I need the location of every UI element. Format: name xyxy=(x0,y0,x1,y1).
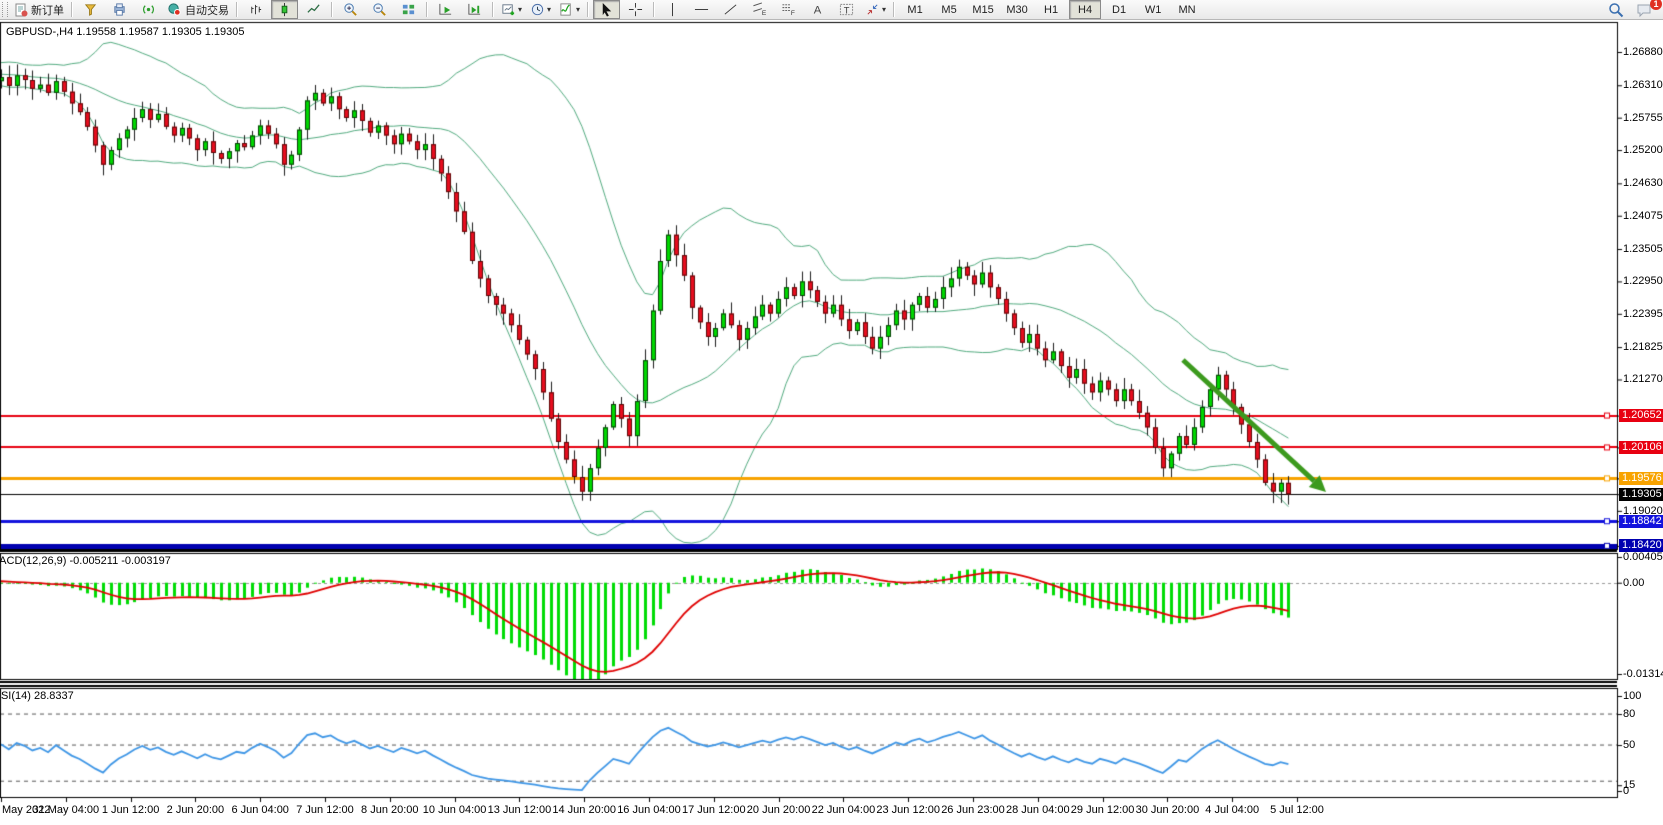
bar-chart-button[interactable] xyxy=(242,0,269,19)
dropdown-caret: ▾ xyxy=(518,5,523,14)
fibonacci-button[interactable]: F xyxy=(775,0,802,19)
auto-scroll-button[interactable] xyxy=(432,0,459,19)
timeframe-h4-button[interactable]: H4 xyxy=(1069,0,1102,19)
new-order-button[interactable]: 新订单 xyxy=(11,0,67,19)
svg-text:T: T xyxy=(844,5,850,15)
level-price-tag[interactable]: 1.18842 xyxy=(1619,514,1663,528)
separator xyxy=(653,2,656,17)
svg-text:A: A xyxy=(814,4,822,16)
timeframe-h1-button[interactable]: H1 xyxy=(1044,3,1059,16)
svg-text:E: E xyxy=(761,10,766,17)
indicators-icon xyxy=(559,2,574,17)
text-icon: A xyxy=(810,2,825,17)
dropdown-caret: ▾ xyxy=(576,5,581,14)
main-chart-canvas[interactable] xyxy=(0,20,1663,825)
chat-button[interactable]: 1 xyxy=(1631,0,1662,19)
current-price-tag: 1.19305 xyxy=(1619,487,1663,501)
equidistant-channel-button[interactable]: E xyxy=(746,0,773,19)
zoom-out-button[interactable] xyxy=(366,0,393,19)
line-chart-button[interactable] xyxy=(300,0,327,19)
crosshair-button[interactable] xyxy=(622,0,649,19)
metaeditor-icon xyxy=(112,2,127,17)
timeframe-w1-button[interactable]: W1 xyxy=(1144,3,1162,16)
chart-window: GBPUSD-,H4 1.19558 1.19587 1.19305 1.193… xyxy=(0,20,1663,825)
toolbar-grip[interactable] xyxy=(2,2,8,17)
separator xyxy=(426,2,428,17)
new-order-icon xyxy=(14,3,28,17)
trendline-icon xyxy=(723,2,738,17)
main-toolbar: 新订单 自动交易 ▾ ▾ ▾ E F A T ▾ M1 M5 M15 M30 H1 H4 D… xyxy=(0,0,1663,20)
new-chart-icon xyxy=(501,2,516,17)
separator xyxy=(71,2,73,17)
horizontal-line-button[interactable] xyxy=(688,0,715,19)
horizontal-line-icon xyxy=(694,2,709,17)
level-price-tag[interactable]: 1.18420 xyxy=(1619,539,1663,553)
separator xyxy=(331,2,333,17)
bar-chart-icon xyxy=(248,2,263,17)
level-price-tag[interactable]: 1.20652 xyxy=(1619,409,1663,423)
zoom-in-button[interactable] xyxy=(337,0,364,19)
profile-icon xyxy=(83,2,98,17)
level-price-tag[interactable]: 1.20106 xyxy=(1619,440,1663,454)
broadcast-icon xyxy=(141,2,156,17)
auto-trading-label: 自动交易 xyxy=(185,4,229,17)
tile-windows-icon xyxy=(401,2,416,17)
clock-icon xyxy=(530,2,545,17)
text-button[interactable]: A xyxy=(804,0,831,19)
separator xyxy=(893,2,896,17)
svg-text:F: F xyxy=(790,10,794,17)
timeframe-m15-button[interactable]: M15 xyxy=(972,3,994,16)
timeframe-m5-button[interactable]: M5 xyxy=(941,3,957,16)
periods-button[interactable]: ▾ xyxy=(527,0,554,19)
search-button[interactable] xyxy=(1602,0,1629,19)
dropdown-caret: ▾ xyxy=(882,5,887,14)
level-price-tag[interactable]: 1.19576 xyxy=(1619,471,1663,485)
tile-windows-button[interactable] xyxy=(395,0,422,19)
dropdown-caret: ▾ xyxy=(547,5,552,14)
vertical-line-icon xyxy=(665,2,680,17)
candlestick-button[interactable] xyxy=(271,0,298,19)
new-order-label: 新订单 xyxy=(31,4,64,17)
fibonacci-icon: F xyxy=(781,2,797,17)
separator xyxy=(492,2,494,17)
cursor-button[interactable] xyxy=(593,0,621,19)
metaeditor-button[interactable] xyxy=(106,0,133,19)
search-icon xyxy=(1608,2,1624,18)
broadcast-button[interactable] xyxy=(135,0,162,19)
chat-badge: 1 xyxy=(1650,0,1662,10)
auto-scroll-icon xyxy=(438,2,453,17)
timeframe-d1-button[interactable]: D1 xyxy=(1112,3,1127,16)
text-label-icon: T xyxy=(839,2,854,17)
candlestick-icon xyxy=(277,2,292,17)
timeframe-m30-button[interactable]: M30 xyxy=(1006,3,1028,16)
cursor-icon xyxy=(599,2,614,17)
chart-shift-icon xyxy=(467,2,482,17)
vertical-line-button[interactable] xyxy=(659,0,686,19)
zoom-in-icon xyxy=(343,2,358,17)
separator xyxy=(236,2,238,17)
equidistant-channel-icon: E xyxy=(752,2,768,17)
profile-button[interactable] xyxy=(77,0,104,19)
timeframe-group: M1 M5 M15 M30 H1 H4 D1 W1 MN xyxy=(898,0,1204,19)
zoom-out-icon xyxy=(372,2,387,17)
separator xyxy=(587,2,590,17)
timeframe-mn-button[interactable]: MN xyxy=(1178,3,1196,16)
shapes-button[interactable]: ▾ xyxy=(862,0,889,19)
chart-shift-button[interactable] xyxy=(461,0,488,19)
indicators-button[interactable]: ▾ xyxy=(556,0,583,19)
line-chart-icon xyxy=(306,2,321,17)
shapes-icon xyxy=(865,2,880,17)
text-label-button[interactable]: T xyxy=(833,0,860,19)
trendline-button[interactable] xyxy=(717,0,744,19)
new-chart-button[interactable]: ▾ xyxy=(498,0,525,19)
crosshair-icon xyxy=(628,2,643,17)
timeframe-m1-button[interactable]: M1 xyxy=(907,3,923,16)
auto-trading-icon xyxy=(167,2,182,17)
auto-trading-button[interactable]: 自动交易 xyxy=(164,0,232,19)
